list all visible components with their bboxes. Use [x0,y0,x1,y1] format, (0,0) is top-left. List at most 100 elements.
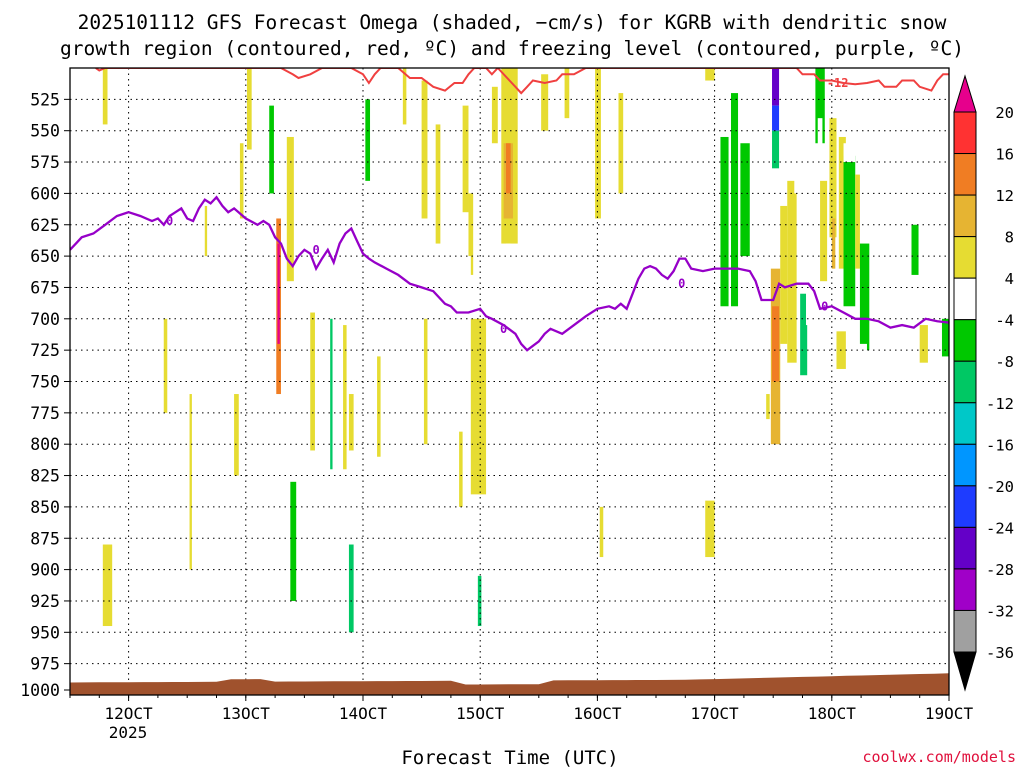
omega-cell [794,68,804,194]
omega-cell [163,318,168,413]
colorbar-label: -12 [986,395,1014,413]
omega-cell [843,155,856,307]
omega-cell [859,243,870,351]
freezing-level-label: 0 [500,322,507,336]
colorbar-box [953,360,977,404]
y-tick-label: 625 [30,216,60,235]
omega-cell [838,136,846,269]
freezing-level-label: 0 [313,243,320,257]
colorbar-label: -8 [995,353,1014,371]
omega-cell [780,205,788,344]
colorbar-box [953,526,977,570]
omega-cell [881,362,889,457]
omega-cell [286,136,294,282]
omega-cell [491,86,498,144]
omega-cell [720,136,729,307]
omega-cell [787,180,797,363]
omega-cell [102,68,108,125]
y-axis: 525 550 575 600 625 650 675 700 725 750 775 800 825 8… [20,90,70,700]
omega-cell [348,544,354,633]
omega-cell [869,431,877,476]
omega-cell [269,105,274,194]
omega-cell [595,68,601,219]
omega-cell [239,68,244,119]
terrain-fill [70,673,949,695]
x-tick-label: 16OCT [573,704,622,723]
y-tick-label: 575 [30,153,60,172]
omega-cell [564,68,570,119]
omega-cell [772,130,780,169]
omega-cell [808,481,816,576]
chart-title-line1: 2025101112 GFS Forecast Omega (shaded, −… [78,11,947,34]
y-tick-label: 950 [30,623,60,642]
colorbar-label: 20 [995,104,1014,122]
omega-cell [102,544,113,627]
omega-cell [862,419,870,464]
omega-cell [157,375,162,457]
omega-cell [904,387,914,470]
omega-cell [348,394,354,451]
omega-cell [234,394,239,476]
omega-cell [815,68,825,144]
omega-cell [447,68,455,144]
omega-cell [755,318,764,363]
x-tick-label: 15OCT [456,704,505,723]
colorbar-label: -16 [986,436,1014,454]
omega-cell [763,419,771,545]
x-tick-label: 19OCT [925,704,974,723]
omega-cell [911,224,919,275]
omega-cell [343,325,347,470]
dgz-contour-label: -12 [827,76,849,90]
omega-cell [843,143,856,163]
y-tick-label: 600 [30,184,60,203]
colorbar-box [953,443,977,487]
omega-cell [345,68,356,144]
omega-cell [857,343,867,445]
omega-cell [552,68,559,169]
y-tick-label: 725 [30,341,60,360]
omega-shading [102,68,949,652]
colorbar-bottom-arrow [953,651,977,692]
omega-cell [820,180,828,282]
omega-cell [541,74,549,131]
omega-cell [402,68,407,125]
chart-title-line2: growth region (contoured, red, ºC) and f… [60,37,964,60]
credit-text: coolwx.com/models [862,748,1016,766]
omega-cell [941,318,949,357]
omega-cell [290,481,297,601]
omega-cell [466,256,471,319]
colorbar-label: -32 [986,602,1014,620]
y-tick-label: 750 [30,373,60,392]
omega-cell [705,68,715,81]
omega-cell [204,205,208,257]
y-tick-label: 975 [30,655,60,674]
omega-cell [468,193,474,275]
omega-cell [330,318,333,470]
omega-cell [705,500,715,558]
contour-lines: 0 0 0 0 0 -12 [70,68,949,352]
omega-cell [208,575,213,633]
omega-cell [740,312,750,363]
omega-cell [269,243,274,395]
colorbar-label: 4 [1005,270,1014,288]
y-tick-label: 675 [30,278,60,297]
colorbar-box [953,402,977,445]
colorbar-label: 12 [995,187,1014,205]
colorbar-top-arrow [953,74,977,113]
omega-cell [929,293,935,445]
omega-cell [772,68,780,106]
colorbar-label: -4 [995,312,1014,330]
omega-cell [618,93,624,194]
dgz-contour-line [95,68,949,95]
omega-cell [731,93,739,307]
colorbar-box [953,236,977,279]
omega-cell [477,575,482,627]
y-tick-label: 800 [30,435,60,454]
omega-cell [377,356,381,457]
x-tick-label: 17OCT [691,704,740,723]
colorbar-box [953,609,977,653]
y-tick-label: 550 [30,122,60,141]
omega-cell [407,74,413,169]
colorbar-label: -20 [986,478,1014,496]
omega-cell [521,231,528,420]
